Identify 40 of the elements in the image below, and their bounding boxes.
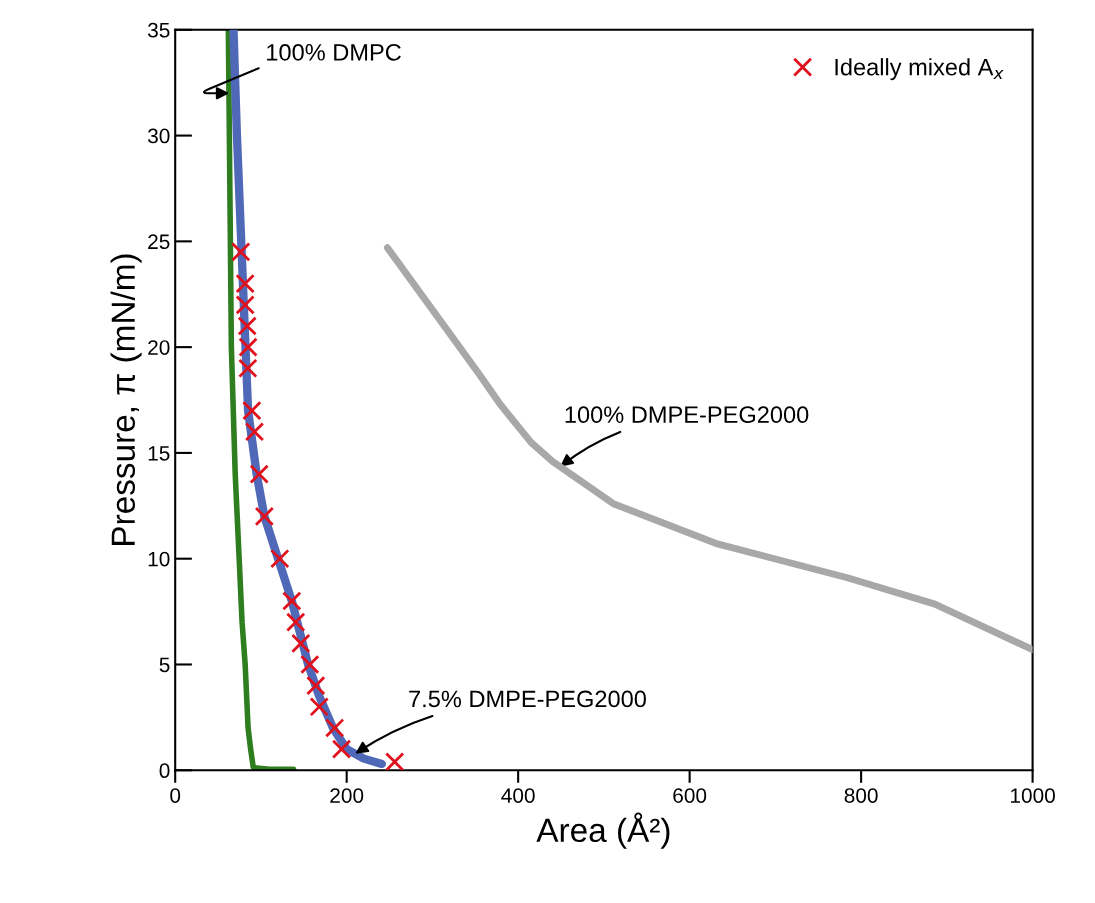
y-tick-label: 25	[148, 234, 170, 250]
legend-label: Ideally mixed A$_{x}$	[835, 58, 1004, 81]
point	[238, 337, 258, 357]
point	[306, 675, 326, 696]
point	[244, 422, 265, 442]
y-tick-label: 10	[148, 551, 170, 567]
point	[237, 316, 257, 336]
point	[235, 273, 255, 294]
point	[282, 591, 302, 611]
y-tick-label: 5	[159, 657, 170, 673]
point	[231, 242, 251, 262]
x-tick-label: 200	[330, 788, 364, 803]
point	[235, 295, 255, 315]
point	[291, 633, 311, 654]
x-tick-label: 1000	[1011, 788, 1055, 803]
x-axis-title: Area (Å²)	[536, 812, 670, 849]
x-tick-label: 0	[170, 788, 181, 803]
annotation: 100% DMPE-PEG2000	[565, 406, 809, 424]
point	[254, 506, 275, 527]
annotation: 100% DMPC	[267, 44, 401, 61]
y-axis-title: Pressure, π (mN/m)	[110, 254, 142, 545]
annotation: 7.5% DMPE-PEG2000	[409, 690, 646, 708]
x-tick-label: 400	[501, 788, 535, 803]
point	[309, 697, 329, 717]
y-tick-label: 15	[148, 446, 170, 461]
y-tick-label: 0	[159, 763, 170, 779]
point	[331, 739, 352, 759]
point	[286, 612, 306, 632]
y-tick-label: 30	[147, 128, 170, 144]
x-tick-label: 800	[844, 788, 878, 803]
x-tick-label: 600	[673, 788, 707, 803]
point	[249, 464, 269, 484]
y-tick-label: 35	[147, 22, 170, 38]
y-tick-label: 20	[148, 340, 170, 355]
point	[238, 358, 258, 379]
point	[324, 718, 345, 738]
point	[384, 752, 405, 771]
point	[270, 548, 290, 569]
point	[242, 400, 262, 421]
point	[300, 654, 320, 675]
